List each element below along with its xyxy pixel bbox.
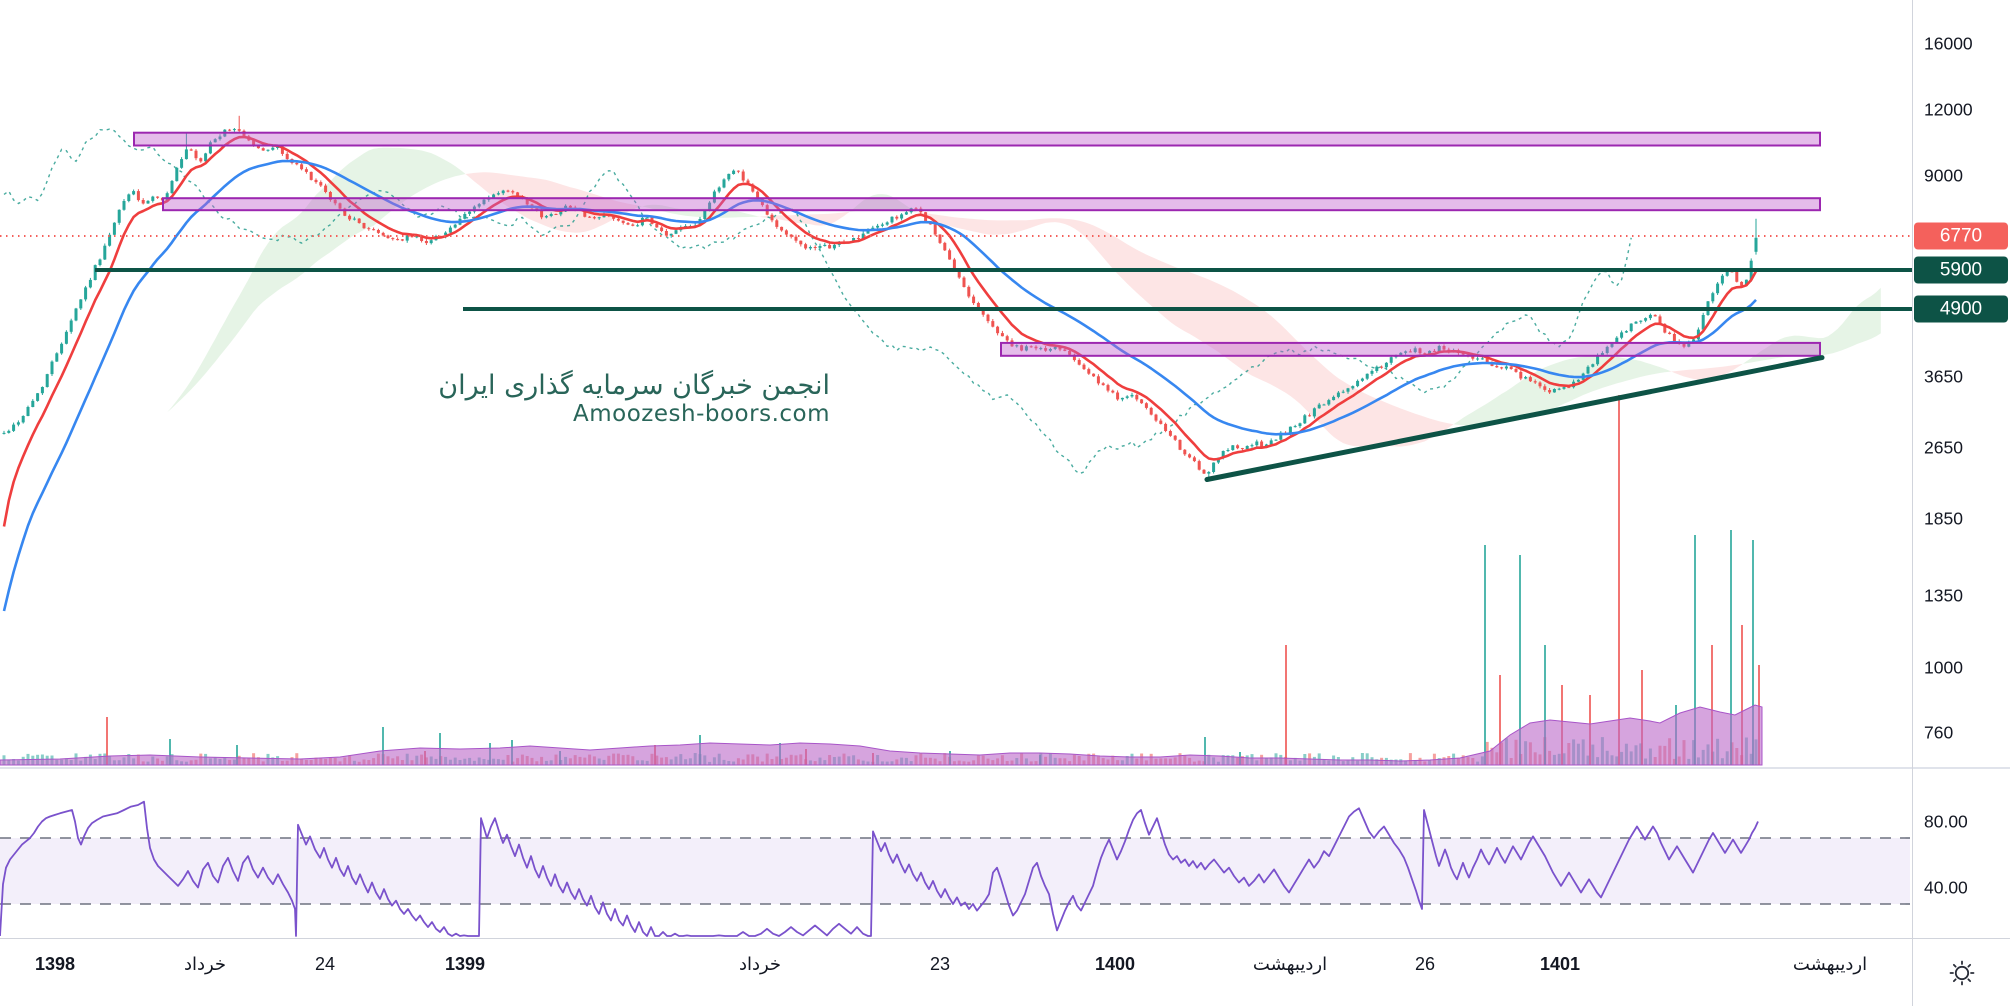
watermark-line-latin: Amoozesh-boors.com	[573, 401, 830, 428]
chikou-line	[3, 128, 1632, 475]
ichimoku-cloud	[128, 147, 1881, 447]
time-axis-label: خرداد	[738, 954, 782, 975]
rsi-pane	[0, 800, 1910, 937]
supply-zone[interactable]	[133, 131, 1821, 147]
candlestick-series	[2, 115, 1758, 479]
rsi-axis-tick: 80.00	[1924, 811, 1968, 831]
ma-slow-line	[2, 159, 1757, 612]
rsi-line	[0, 800, 1759, 937]
time-axis[interactable]: 1398 خرداد 24 1399 خرداد 23 1400 اردیبهشت 26 1401…	[0, 938, 2010, 1006]
price-axis[interactable]: 16000 12000 9000 3650 2650 1850 1350 1000 760 677…	[1912, 0, 2010, 938]
watermark-line-persian: انجمن خبرگان سرمایه گذاری ایران	[438, 370, 830, 401]
time-axis-label: 1401	[1539, 954, 1581, 974]
y-axis-tick: 1000	[1924, 657, 1963, 678]
y-axis-tick: 2650	[1924, 437, 1963, 458]
time-axis-label: 26	[1414, 954, 1436, 974]
gear-icon[interactable]	[1947, 958, 1977, 988]
y-axis-tick: 1350	[1924, 585, 1963, 606]
ma-fast-line	[2, 135, 1758, 527]
supply-zone[interactable]	[162, 197, 1821, 212]
y-axis-tick: 760	[1924, 722, 1954, 743]
time-axis-label: 1398	[34, 954, 76, 974]
watermark: انجمن خبرگان سرمایه گذاری ایران Amoozesh…	[0, 370, 830, 427]
rsi-axis-tick: 40.00	[1924, 877, 1968, 897]
time-axis-label: 1400	[1094, 954, 1136, 974]
price-level-label[interactable]: 4900	[1914, 295, 2008, 323]
volume-ma-area	[0, 704, 1763, 766]
supply-zone[interactable]	[1000, 341, 1821, 357]
time-axis-label: 23	[929, 954, 951, 974]
y-axis-tick: 12000	[1924, 99, 1973, 120]
y-axis-tick: 3650	[1924, 366, 1963, 387]
supply-demand-zones[interactable]	[133, 131, 1821, 357]
time-axis-label: خرداد	[183, 954, 227, 975]
time-axis-label: اردیبهشت	[1792, 954, 1868, 975]
time-axis-label: 24	[314, 954, 336, 974]
trendline[interactable]	[1204, 355, 1825, 482]
y-axis-tick: 9000	[1924, 165, 1963, 186]
axis-settings-cell[interactable]	[1912, 939, 2010, 1006]
time-axis-label: اردیبهشت	[1252, 954, 1328, 975]
price-level-label[interactable]: 5900	[1914, 256, 2008, 284]
time-axis-label: 1399	[444, 954, 486, 974]
last-price-label[interactable]: 6770	[1914, 222, 2008, 250]
trendline-group[interactable]	[1204, 355, 1825, 482]
y-axis-tick: 1850	[1924, 508, 1963, 529]
volume-bars	[2, 395, 1760, 765]
y-axis-tick: 16000	[1924, 33, 1973, 54]
